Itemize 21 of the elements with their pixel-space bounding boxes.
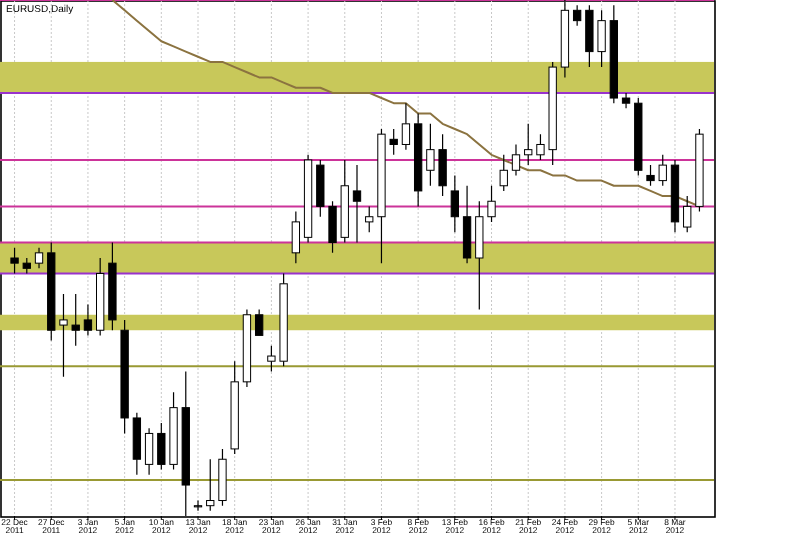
candlestick <box>144 427 154 476</box>
candlestick <box>132 412 142 476</box>
candlestick <box>413 112 423 207</box>
candlestick <box>34 247 44 269</box>
candlestick <box>401 102 411 151</box>
candlestick <box>242 309 252 388</box>
candlestick <box>621 92 631 109</box>
candlestick <box>511 143 521 177</box>
candlestick <box>291 210 301 264</box>
candlestick <box>450 174 460 233</box>
candlestick <box>230 360 239 455</box>
candlestick <box>462 185 472 264</box>
candlestick <box>108 241 117 331</box>
candlestick <box>96 257 105 336</box>
candlestick <box>499 154 508 192</box>
candlestick <box>83 303 93 336</box>
candlestick <box>352 164 362 244</box>
candlestick <box>193 499 203 512</box>
candlestick <box>670 159 680 233</box>
candlestick <box>303 154 313 244</box>
candlestick <box>120 319 129 435</box>
